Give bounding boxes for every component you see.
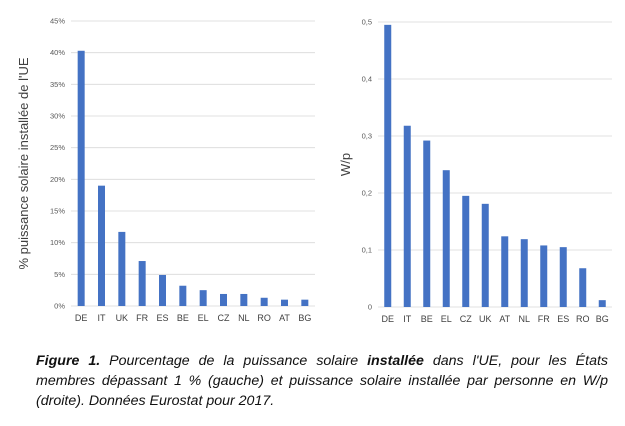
x-tick-label: IT [403, 314, 412, 324]
y-tick-label: 0,4 [362, 75, 372, 84]
bar-FR [138, 261, 146, 306]
x-tick-label: AT [279, 313, 290, 323]
bar-RO [260, 297, 268, 306]
x-tick-label: DE [75, 313, 88, 323]
x-tick-label: UK [116, 313, 129, 323]
bar-ES [559, 247, 567, 307]
x-tick-label: CZ [218, 313, 230, 323]
y-tick-label: 20% [50, 175, 65, 184]
x-tick-label: NL [518, 314, 530, 324]
bar-NL [520, 239, 528, 307]
y-tick-label: 0,5 [362, 18, 372, 27]
x-tick-label: ES [156, 313, 168, 323]
bar-IT [403, 125, 411, 308]
bar-ES [159, 274, 166, 306]
y-tick-label: 0,3 [362, 132, 372, 141]
x-tick-label: IT [98, 313, 107, 323]
x-tick-label: BG [596, 314, 609, 324]
y-tick-label: 5% [54, 270, 65, 279]
x-tick-label: CZ [460, 314, 472, 324]
y-tick-label: 0 [368, 303, 372, 312]
bar-BE [179, 285, 187, 306]
bar-UK [481, 203, 489, 307]
y-tick-label: 35% [50, 80, 65, 89]
bar-FR [540, 245, 548, 307]
x-tick-label: AT [499, 314, 510, 324]
bar-IT [98, 185, 105, 306]
caption-bold-word: installée [367, 353, 424, 369]
x-tick-label: NL [238, 313, 250, 323]
bar-UK [118, 231, 126, 306]
x-tick-label: FR [538, 314, 550, 324]
chart-right-watt-per-person: 0 0,1 0,2 0,3 0,4 0,5 DE IT BE EL CZ UK AT NL FR ES RO BG… [338, 18, 612, 324]
bar-BE [423, 140, 431, 307]
x-tick-label: EL [441, 314, 452, 324]
y-tick-label: 0,2 [362, 189, 372, 198]
y-tick-label: 30% [50, 112, 65, 121]
y-tick-label: 15% [50, 207, 65, 216]
bar-RO [579, 268, 587, 307]
x-tick-label: BE [421, 314, 433, 324]
figure-caption: Figure 1. Pourcentage de la puissance so… [36, 351, 608, 411]
x-tick-label: EL [198, 313, 209, 323]
bar-AT [501, 236, 509, 307]
y-tick-label: 45% [50, 17, 65, 26]
bar-NL [240, 293, 248, 306]
x-tick-label: UK [479, 314, 492, 324]
x-tick-label: RO [576, 314, 590, 324]
caption-label: Figure 1. [36, 353, 101, 369]
bar-BG [301, 299, 309, 306]
y-tick-label: 0,1 [362, 246, 372, 255]
bar-DE [77, 50, 85, 307]
caption-text-2: dans l'UE, pour les États membres dépass… [36, 353, 608, 409]
y-axis-title: W/p [338, 153, 353, 176]
y-tick-label: 0% [54, 302, 65, 311]
x-tick-label: BG [298, 313, 311, 323]
x-tick-label: BE [177, 313, 189, 323]
chart-left-eu-share: 0% 5% 10% 15% 20% 25% 30% 35% 40% 45% DE IT UK FR ES BE… [16, 17, 315, 323]
bar-EL [442, 170, 450, 307]
y-tick-label: 25% [50, 143, 65, 152]
caption-text-1: Pourcentage de la puissance solaire [100, 353, 368, 369]
y-tick-label: 10% [50, 238, 65, 247]
bar-CZ [462, 195, 470, 307]
y-axis-title: % puissance solaire installée de l'UE [16, 57, 31, 269]
bar-AT [281, 299, 288, 306]
x-tick-label: FR [136, 313, 148, 323]
bar-CZ [220, 293, 227, 306]
bar-DE [384, 24, 392, 307]
x-tick-label: ES [557, 314, 569, 324]
y-tick-label: 40% [50, 48, 65, 57]
x-tick-label: RO [257, 313, 271, 323]
x-tick-label: DE [381, 314, 394, 324]
bar-EL [199, 290, 207, 306]
bar-BG [598, 300, 606, 307]
